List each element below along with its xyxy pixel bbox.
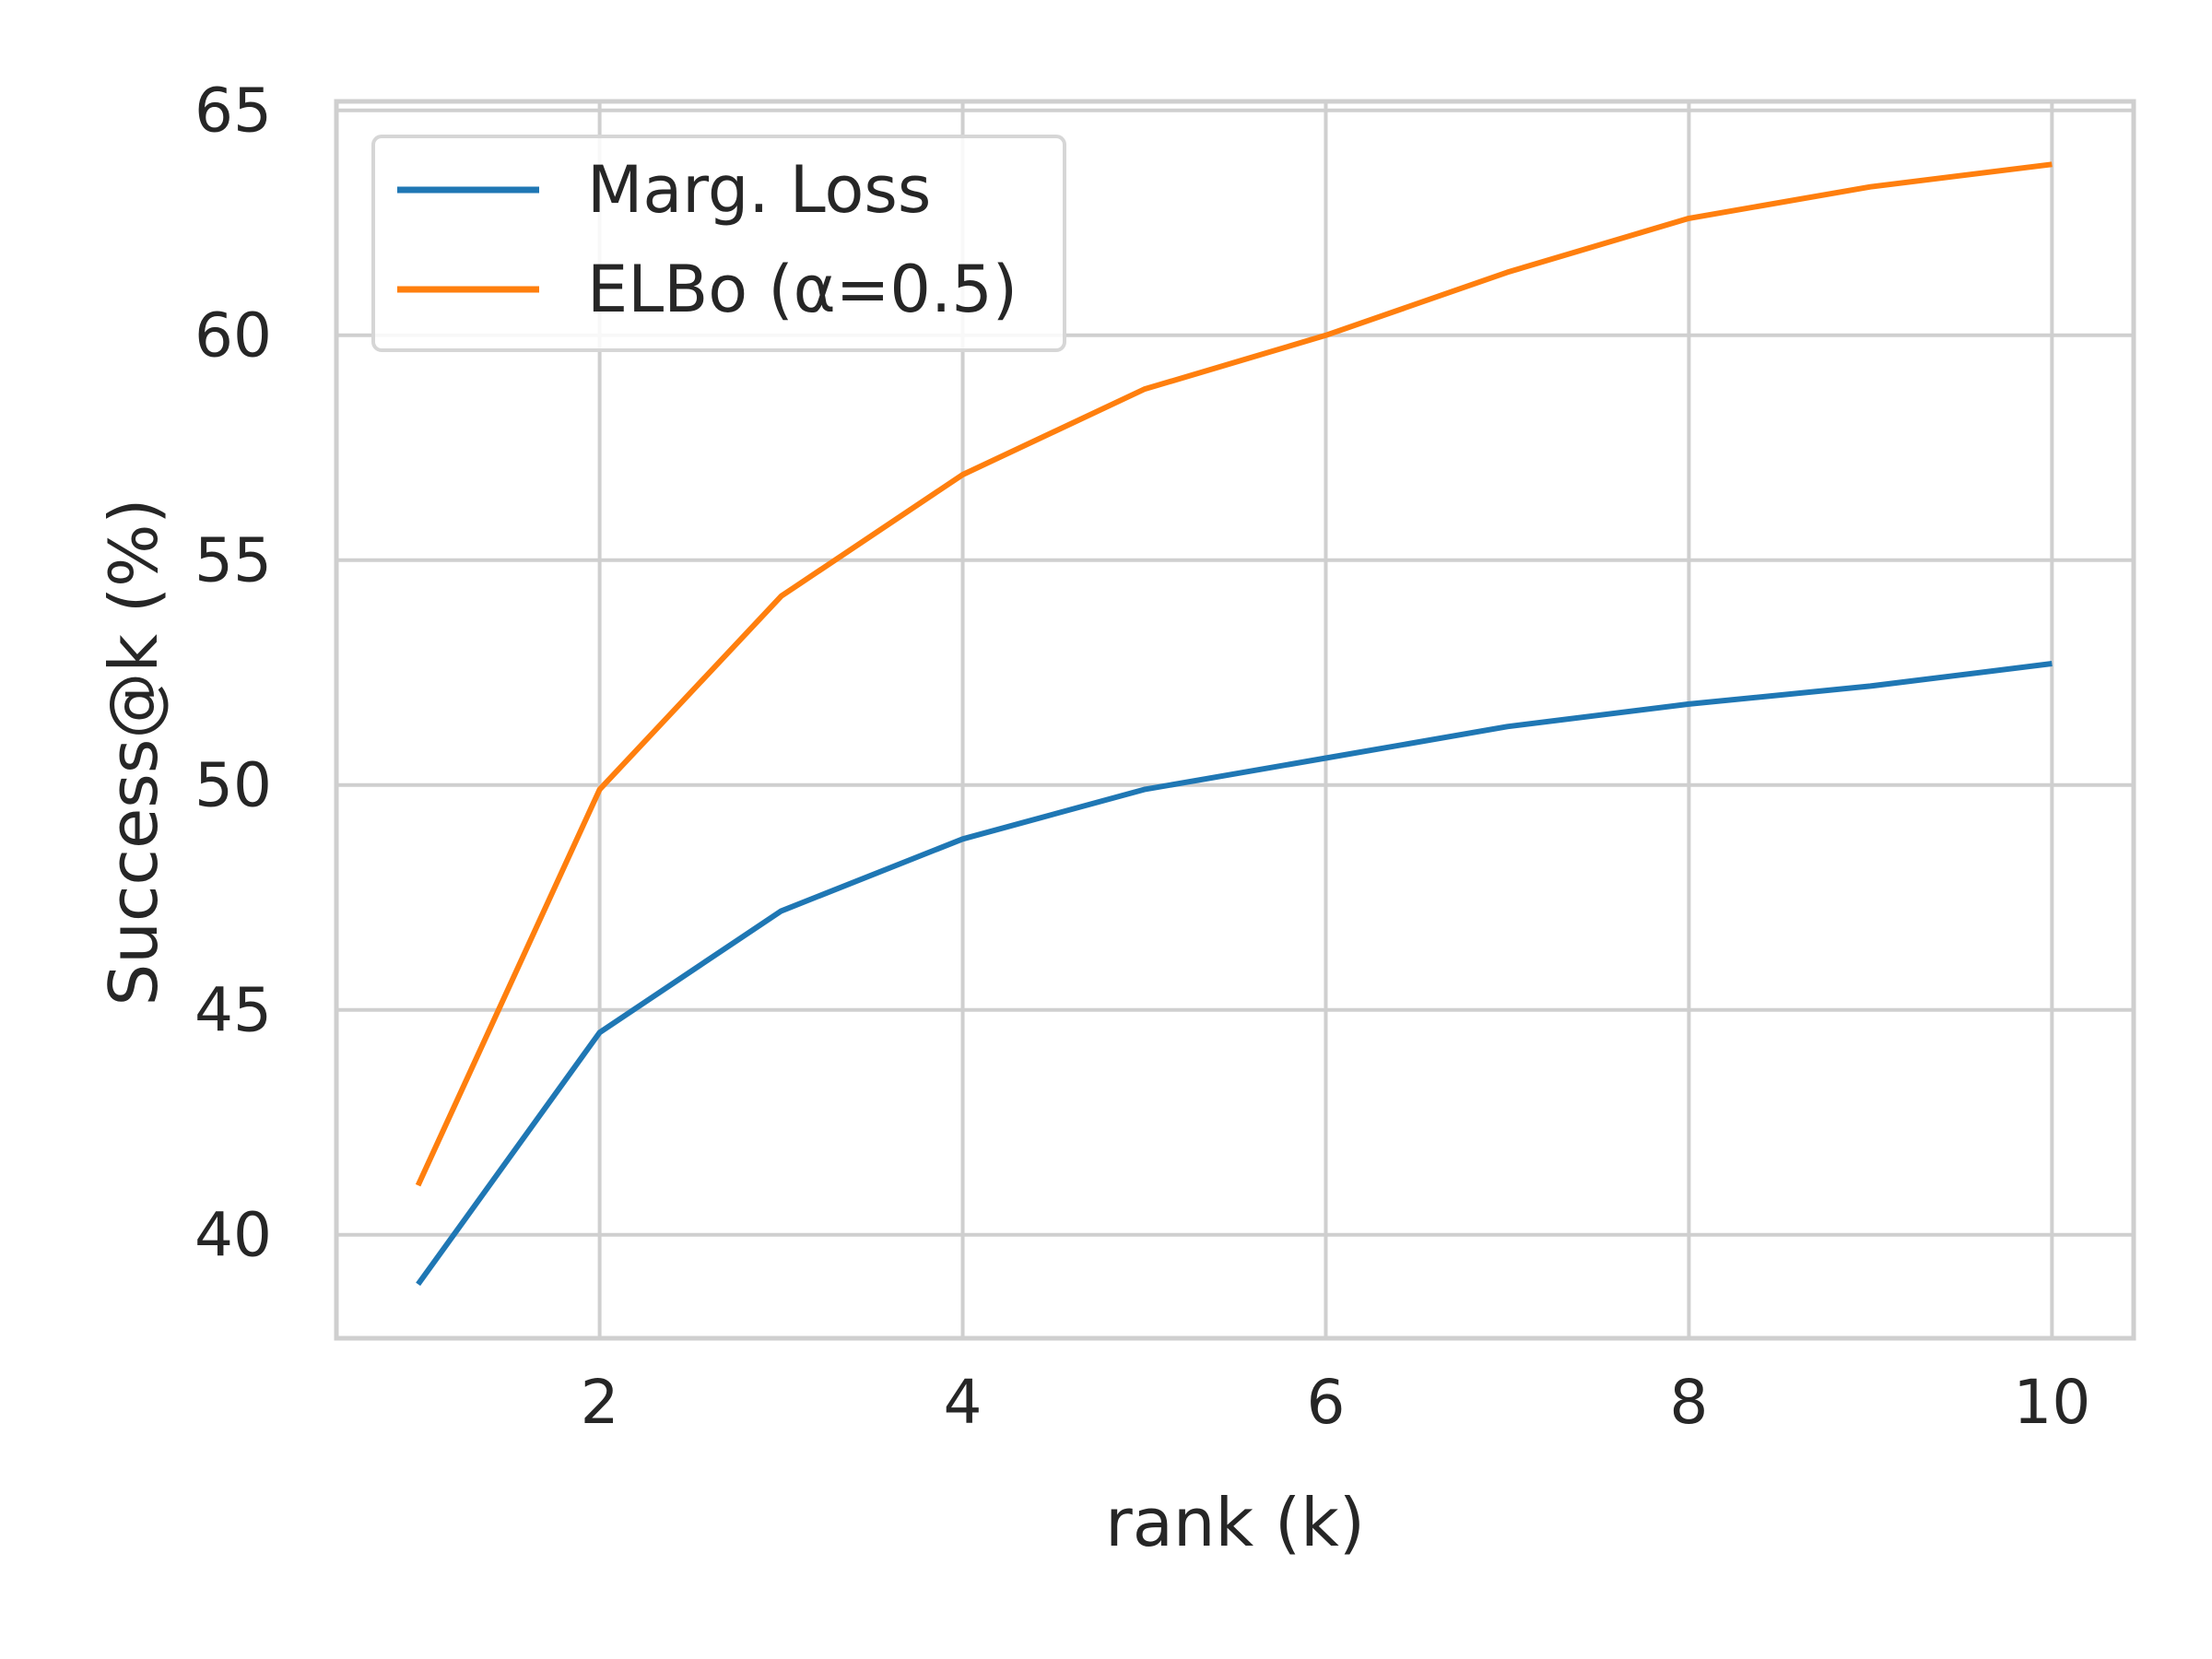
legend-items: Marg. Loss ELBo (α=0.5) <box>397 152 1018 327</box>
x-tick-label: 6 <box>1306 1367 1345 1438</box>
y-axis-label: Success@k (%) <box>95 498 172 1006</box>
y-axis-ticks: 40 45 50 55 60 65 <box>194 75 272 1270</box>
legend-label: ELBo (α=0.5) <box>587 252 1018 327</box>
x-axis-ticks: 2 4 6 8 10 <box>581 1367 2091 1438</box>
series-line-2 <box>415 161 2053 1187</box>
series-line-1 <box>416 661 2053 1287</box>
x-tick-label: 8 <box>1669 1367 1708 1438</box>
legend: Marg. Loss ELBo (α=0.5) <box>371 135 1066 352</box>
y-tick-label: 65 <box>194 75 272 146</box>
legend-label: Marg. Loss <box>587 152 931 228</box>
y-tick-label: 40 <box>194 1199 272 1270</box>
x-axis-label: rank (k) <box>1105 1484 1365 1561</box>
x-tick-label: 2 <box>581 1367 619 1438</box>
y-tick-label: 50 <box>194 749 272 820</box>
y-tick-label: 55 <box>194 524 272 595</box>
x-tick-label: 4 <box>944 1367 982 1438</box>
series-lines <box>415 161 2053 1287</box>
legend-box <box>371 135 1066 352</box>
y-tick-label: 45 <box>194 974 272 1045</box>
x-tick-label: 10 <box>2013 1367 2090 1438</box>
y-tick-label: 60 <box>194 300 272 371</box>
